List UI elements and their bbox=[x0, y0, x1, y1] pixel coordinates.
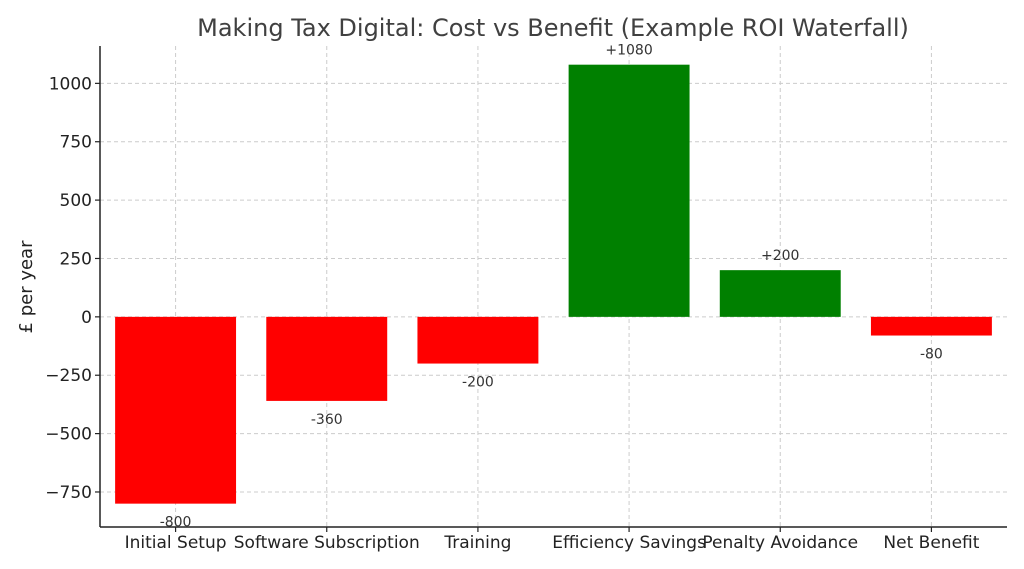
y-tick-label: −750 bbox=[45, 483, 92, 503]
y-tick-label: 750 bbox=[60, 133, 92, 153]
y-axis-label: £ per year bbox=[16, 240, 37, 334]
bar bbox=[719, 270, 841, 317]
bar bbox=[568, 64, 690, 317]
x-tick-label: Efficiency Savings bbox=[552, 533, 706, 553]
y-tick-label: 1000 bbox=[49, 74, 92, 94]
x-tick-label: Training bbox=[443, 533, 511, 553]
y-tick-label: −500 bbox=[45, 425, 92, 445]
bar-data-label: -80 bbox=[920, 347, 943, 363]
bar-data-label: +200 bbox=[761, 248, 799, 264]
bar-data-label: -360 bbox=[311, 412, 343, 428]
y-tick-label: 0 bbox=[81, 308, 92, 328]
data-labels: −750 −500 −250 0 250 500 750 1000 Initial Setup -… bbox=[45, 43, 979, 553]
bar bbox=[115, 316, 237, 504]
bar-data-label: -800 bbox=[160, 515, 192, 531]
x-tick-label: Net Benefit bbox=[883, 533, 979, 553]
bar bbox=[417, 316, 539, 364]
axes bbox=[95, 46, 1007, 532]
chart-title: Making Tax Digital: Cost vs Benefit (Exa… bbox=[197, 14, 909, 42]
x-tick-label: Initial Setup bbox=[125, 533, 227, 553]
y-tick-label: 500 bbox=[60, 191, 92, 211]
x-tick-label: Penalty Avoidance bbox=[702, 533, 858, 553]
bars bbox=[115, 64, 992, 504]
bar-data-label: +1080 bbox=[605, 43, 652, 59]
y-tick-label: −250 bbox=[45, 366, 92, 386]
x-tick-label: Software Subscription bbox=[234, 533, 420, 553]
bar-data-label: -200 bbox=[462, 375, 494, 391]
bar bbox=[266, 316, 388, 401]
y-tick-label: 250 bbox=[60, 249, 92, 269]
bar bbox=[870, 316, 992, 336]
